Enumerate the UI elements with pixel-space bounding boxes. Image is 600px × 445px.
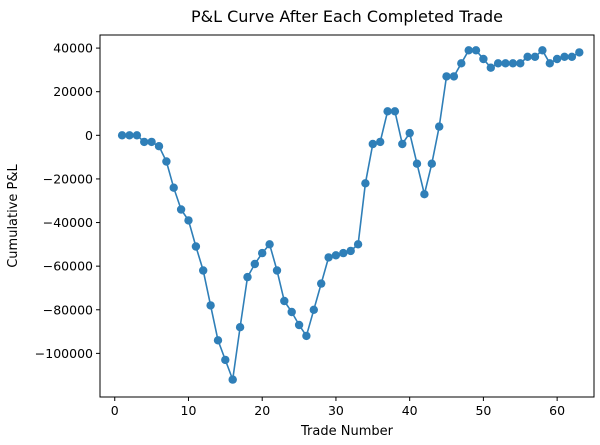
data-point xyxy=(228,375,237,384)
data-point xyxy=(191,242,201,251)
data-point xyxy=(317,279,326,288)
data-point xyxy=(265,240,274,249)
data-point xyxy=(221,355,230,365)
x-tick-label: 10 xyxy=(181,403,197,418)
data-point xyxy=(243,272,252,282)
data-point xyxy=(294,320,304,330)
data-point xyxy=(353,240,363,249)
data-point xyxy=(390,107,400,116)
data-point xyxy=(125,131,134,140)
data-point xyxy=(383,107,392,116)
data-point xyxy=(258,248,267,258)
data-point xyxy=(412,159,422,168)
data-point xyxy=(545,59,554,68)
data-point xyxy=(427,159,436,168)
data-point xyxy=(199,266,208,275)
data-point xyxy=(140,137,149,147)
x-tick-label: 50 xyxy=(475,403,491,418)
data-point xyxy=(567,52,577,61)
data-point xyxy=(302,331,311,341)
data-point xyxy=(235,323,245,332)
x-axis-label: Trade Number xyxy=(300,424,394,439)
data-point xyxy=(132,131,142,140)
x-tick-label: 0 xyxy=(111,403,119,418)
y-axis-label: Cumulative P&L xyxy=(6,163,21,267)
data-point xyxy=(169,183,178,192)
x-tick-label: 30 xyxy=(328,403,344,418)
chart-title: P&L Curve After Each Completed Trade xyxy=(191,7,503,26)
x-tick-label: 60 xyxy=(549,403,565,418)
data-point xyxy=(560,52,569,61)
series-line xyxy=(122,49,580,380)
x-axis: 0 10 20 30 40 50 60 xyxy=(111,397,565,418)
data-point xyxy=(213,336,223,345)
y-tick-label: −100000 xyxy=(35,346,93,361)
data-point xyxy=(508,59,518,68)
data-point xyxy=(575,48,584,57)
data-point xyxy=(272,266,282,275)
data-point xyxy=(501,59,510,68)
data-point xyxy=(162,157,171,166)
data-point xyxy=(486,63,495,72)
y-tick-label: 20000 xyxy=(53,84,93,99)
data-point xyxy=(435,122,444,131)
y-axis: −100000 −80000 −60000 −40000 −20000 0 20000 400… xyxy=(35,41,100,361)
data-point xyxy=(538,46,547,55)
y-tick-label: −80000 xyxy=(43,302,93,317)
data-point xyxy=(368,139,377,149)
data-point xyxy=(250,259,259,269)
data-point xyxy=(398,139,407,149)
data-point xyxy=(176,205,186,214)
data-point xyxy=(420,190,429,199)
data-point xyxy=(552,54,562,64)
data-point xyxy=(117,131,127,140)
data-point xyxy=(530,52,540,61)
x-tick-label: 20 xyxy=(254,403,270,418)
data-point xyxy=(184,216,193,225)
plot-frame xyxy=(99,34,595,398)
data-point xyxy=(464,46,473,55)
y-tick-label: 40000 xyxy=(53,41,93,56)
data-point xyxy=(493,59,503,68)
data-point xyxy=(361,179,370,188)
y-tick-label: 0 xyxy=(85,128,93,143)
data-point xyxy=(442,72,451,81)
data-point xyxy=(376,137,385,147)
data-point xyxy=(339,248,348,258)
x-tick-label: 40 xyxy=(402,403,418,418)
data-point xyxy=(523,52,532,61)
data-point xyxy=(331,251,341,260)
data-point xyxy=(206,301,215,310)
data-point xyxy=(516,59,525,68)
data-point xyxy=(154,142,164,151)
data-point xyxy=(346,246,355,256)
data-point xyxy=(405,128,414,138)
data-point xyxy=(449,72,459,81)
data-point xyxy=(309,305,318,314)
data-point xyxy=(479,54,488,64)
data-point xyxy=(324,253,333,262)
y-tick-label: −60000 xyxy=(43,259,93,274)
data-point xyxy=(287,307,296,317)
data-point xyxy=(457,59,466,68)
plot-area xyxy=(117,46,584,384)
y-tick-label: −40000 xyxy=(43,215,93,230)
data-point xyxy=(280,296,289,306)
data-point xyxy=(147,137,156,147)
data-point xyxy=(471,46,481,55)
y-tick-label: −20000 xyxy=(43,171,93,186)
